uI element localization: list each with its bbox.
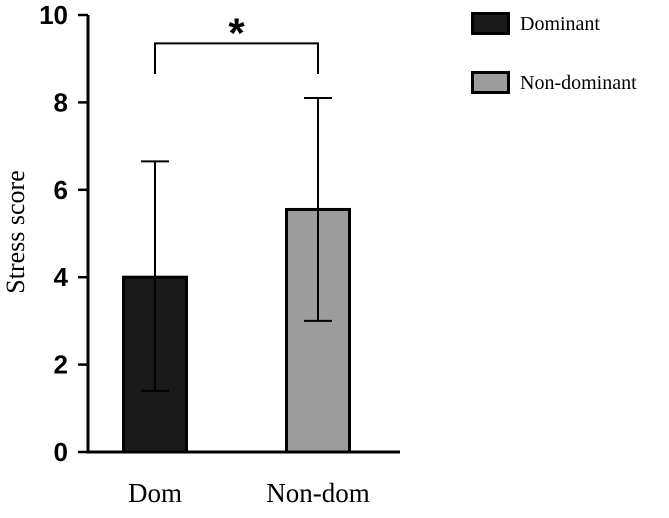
y-tick-label: 10 xyxy=(39,0,68,30)
y-tick-label: 6 xyxy=(54,175,68,205)
legend-label: Non-dominant xyxy=(520,71,637,94)
y-axis-title: Stress score xyxy=(1,170,30,294)
y-tick-label: 4 xyxy=(54,262,69,292)
legend-swatch-dominant xyxy=(471,12,510,35)
y-tick-label: 2 xyxy=(54,350,68,380)
x-category-label-non-dom: Non-dom xyxy=(266,478,370,508)
chart-legend: Dominant Non-dominant xyxy=(471,12,637,130)
legend-entry: Dominant xyxy=(471,12,637,35)
y-tick-label: 8 xyxy=(54,87,68,117)
x-category-label-dom: Dom xyxy=(128,478,182,508)
y-tick-label: 0 xyxy=(54,437,68,467)
legend-swatch-non-dominant xyxy=(471,71,510,94)
legend-entry: Non-dominant xyxy=(471,71,637,94)
legend-label: Dominant xyxy=(520,12,600,35)
significance-asterisk: * xyxy=(228,9,245,56)
significance-bracket xyxy=(154,42,319,74)
